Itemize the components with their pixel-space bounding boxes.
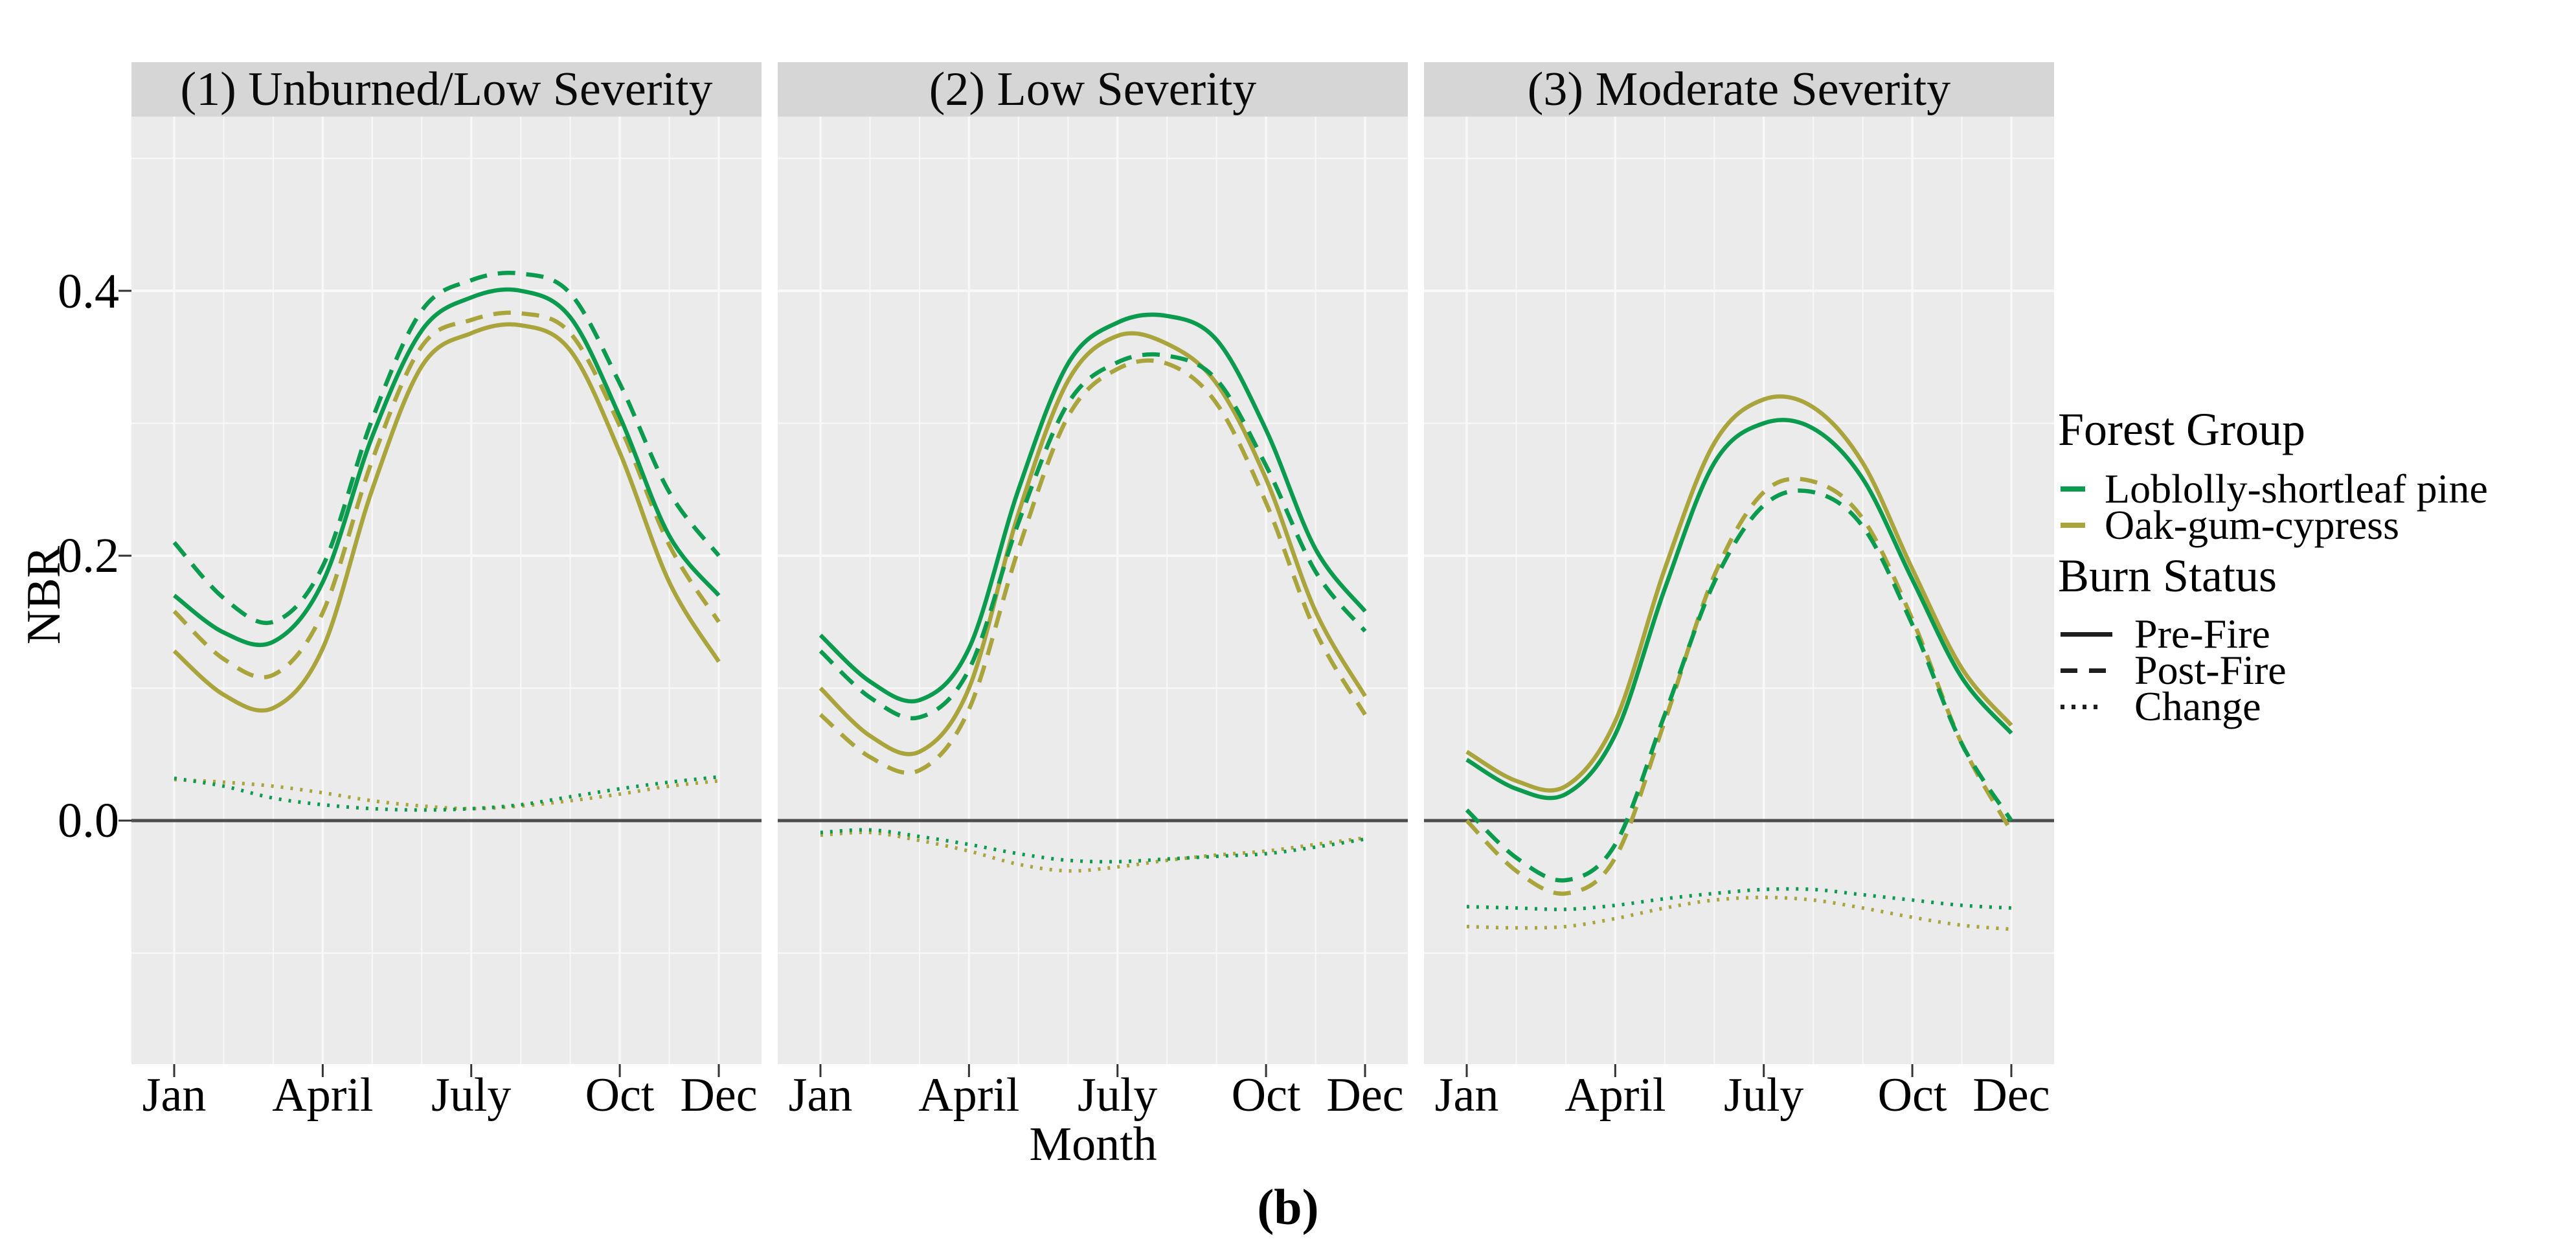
x-tick-label: April bbox=[1565, 1069, 1666, 1122]
x-axis-title: Month bbox=[1029, 1118, 1157, 1171]
x-tick-label: April bbox=[918, 1069, 1020, 1122]
legend-item-label: Oak-gum-cypress bbox=[2105, 502, 2399, 548]
legend-item-pre-fire: Pre-Fire bbox=[2061, 611, 2270, 657]
x-tick-label: April bbox=[272, 1069, 374, 1122]
x-tick-label: Dec bbox=[1972, 1069, 2050, 1122]
facet-strip-background bbox=[1424, 62, 2054, 117]
x-tick-label: Oct bbox=[1877, 1069, 1947, 1122]
panel-background bbox=[778, 117, 1408, 1064]
series-line-loblolly-shortleaf-pine-post-fire bbox=[1465, 488, 2013, 883]
facet-strip-background bbox=[778, 62, 1408, 117]
legend-item-post-fire: Post-Fire bbox=[2061, 648, 2287, 693]
series-line-oak-gum-cypress-post-fire bbox=[1465, 477, 2013, 896]
series-line-loblolly-shortleaf-pine-pre-fire bbox=[1465, 418, 2013, 801]
legend-item-loblolly: Loblolly-shortleaf pine bbox=[2061, 466, 2488, 512]
dotted-line-key-icon bbox=[2061, 704, 2103, 709]
series-line-loblolly-shortleaf-pine-post-fire bbox=[172, 270, 721, 626]
y-tick-label-0.0: 0.0 bbox=[58, 793, 119, 848]
series-line-oak-gum-cypress-pre-fire bbox=[819, 331, 1367, 756]
legend-item-label: Loblolly-shortleaf pine bbox=[2105, 466, 2488, 512]
panel-background bbox=[1424, 117, 2054, 1064]
series-line-loblolly-shortleaf-pine-pre-fire bbox=[173, 287, 721, 648]
series-line-loblolly-shortleaf-pine-change bbox=[1466, 887, 2012, 911]
x-tick-label: Dec bbox=[1326, 1069, 1404, 1122]
x-tick-label: July bbox=[431, 1069, 512, 1122]
series-line-oak-gum-cypress-pre-fire bbox=[1465, 394, 2013, 793]
facet-title-unburned-low: (1) Unburned/Low Severity bbox=[180, 63, 713, 116]
series-line-oak-gum-cypress-post-fire bbox=[172, 310, 721, 679]
y-tick-label-0.2: 0.2 bbox=[58, 528, 119, 583]
panel-background bbox=[131, 117, 762, 1064]
legend-item-oak: Oak-gum-cypress bbox=[2061, 503, 2399, 548]
y-axis-title: NBR bbox=[17, 545, 71, 645]
legend-item-label: Change bbox=[2134, 683, 2261, 729]
legend-item-label: Pre-Fire bbox=[2134, 611, 2270, 657]
series-line-loblolly-shortleaf-pine-post-fire bbox=[819, 352, 1367, 721]
x-tick-label: Jan bbox=[788, 1069, 853, 1122]
x-tick-label: Jan bbox=[1434, 1069, 1499, 1122]
series-line-oak-gum-cypress-change bbox=[174, 777, 719, 811]
series-line-loblolly-shortleaf-pine-pre-fire bbox=[819, 312, 1367, 704]
series-line-oak-gum-cypress-post-fire bbox=[819, 358, 1367, 775]
legend-item-change: Change bbox=[2061, 684, 2261, 729]
dashed-line-key-icon bbox=[2061, 668, 2112, 673]
x-tick-label: Jan bbox=[142, 1069, 207, 1122]
facet-title-moderate: (3) Moderate Severity bbox=[1527, 63, 1951, 116]
loblolly-color-key-icon bbox=[2061, 486, 2085, 492]
x-tick-label: July bbox=[1724, 1069, 1804, 1122]
subfigure-caption: (b) bbox=[1257, 1179, 1319, 1235]
series-line-oak-gum-cypress-pre-fire bbox=[172, 322, 721, 713]
y-tick-label-0.4: 0.4 bbox=[58, 264, 119, 319]
legend-forest-group-title: Forest Group bbox=[2058, 403, 2305, 455]
x-tick-label: Dec bbox=[680, 1069, 758, 1122]
x-tick-label: Oct bbox=[585, 1069, 655, 1122]
facet-strip-background bbox=[131, 62, 762, 117]
x-tick-label: July bbox=[1078, 1069, 1158, 1122]
oak-color-key-icon bbox=[2061, 523, 2085, 528]
x-tick-label: Oct bbox=[1231, 1069, 1301, 1122]
legend-item-label: Post-Fire bbox=[2134, 647, 2287, 693]
solid-line-key-icon bbox=[2061, 631, 2112, 637]
facet-title-low: (2) Low Severity bbox=[929, 63, 1257, 116]
legend-burn-status-title: Burn Status bbox=[2058, 550, 2277, 602]
